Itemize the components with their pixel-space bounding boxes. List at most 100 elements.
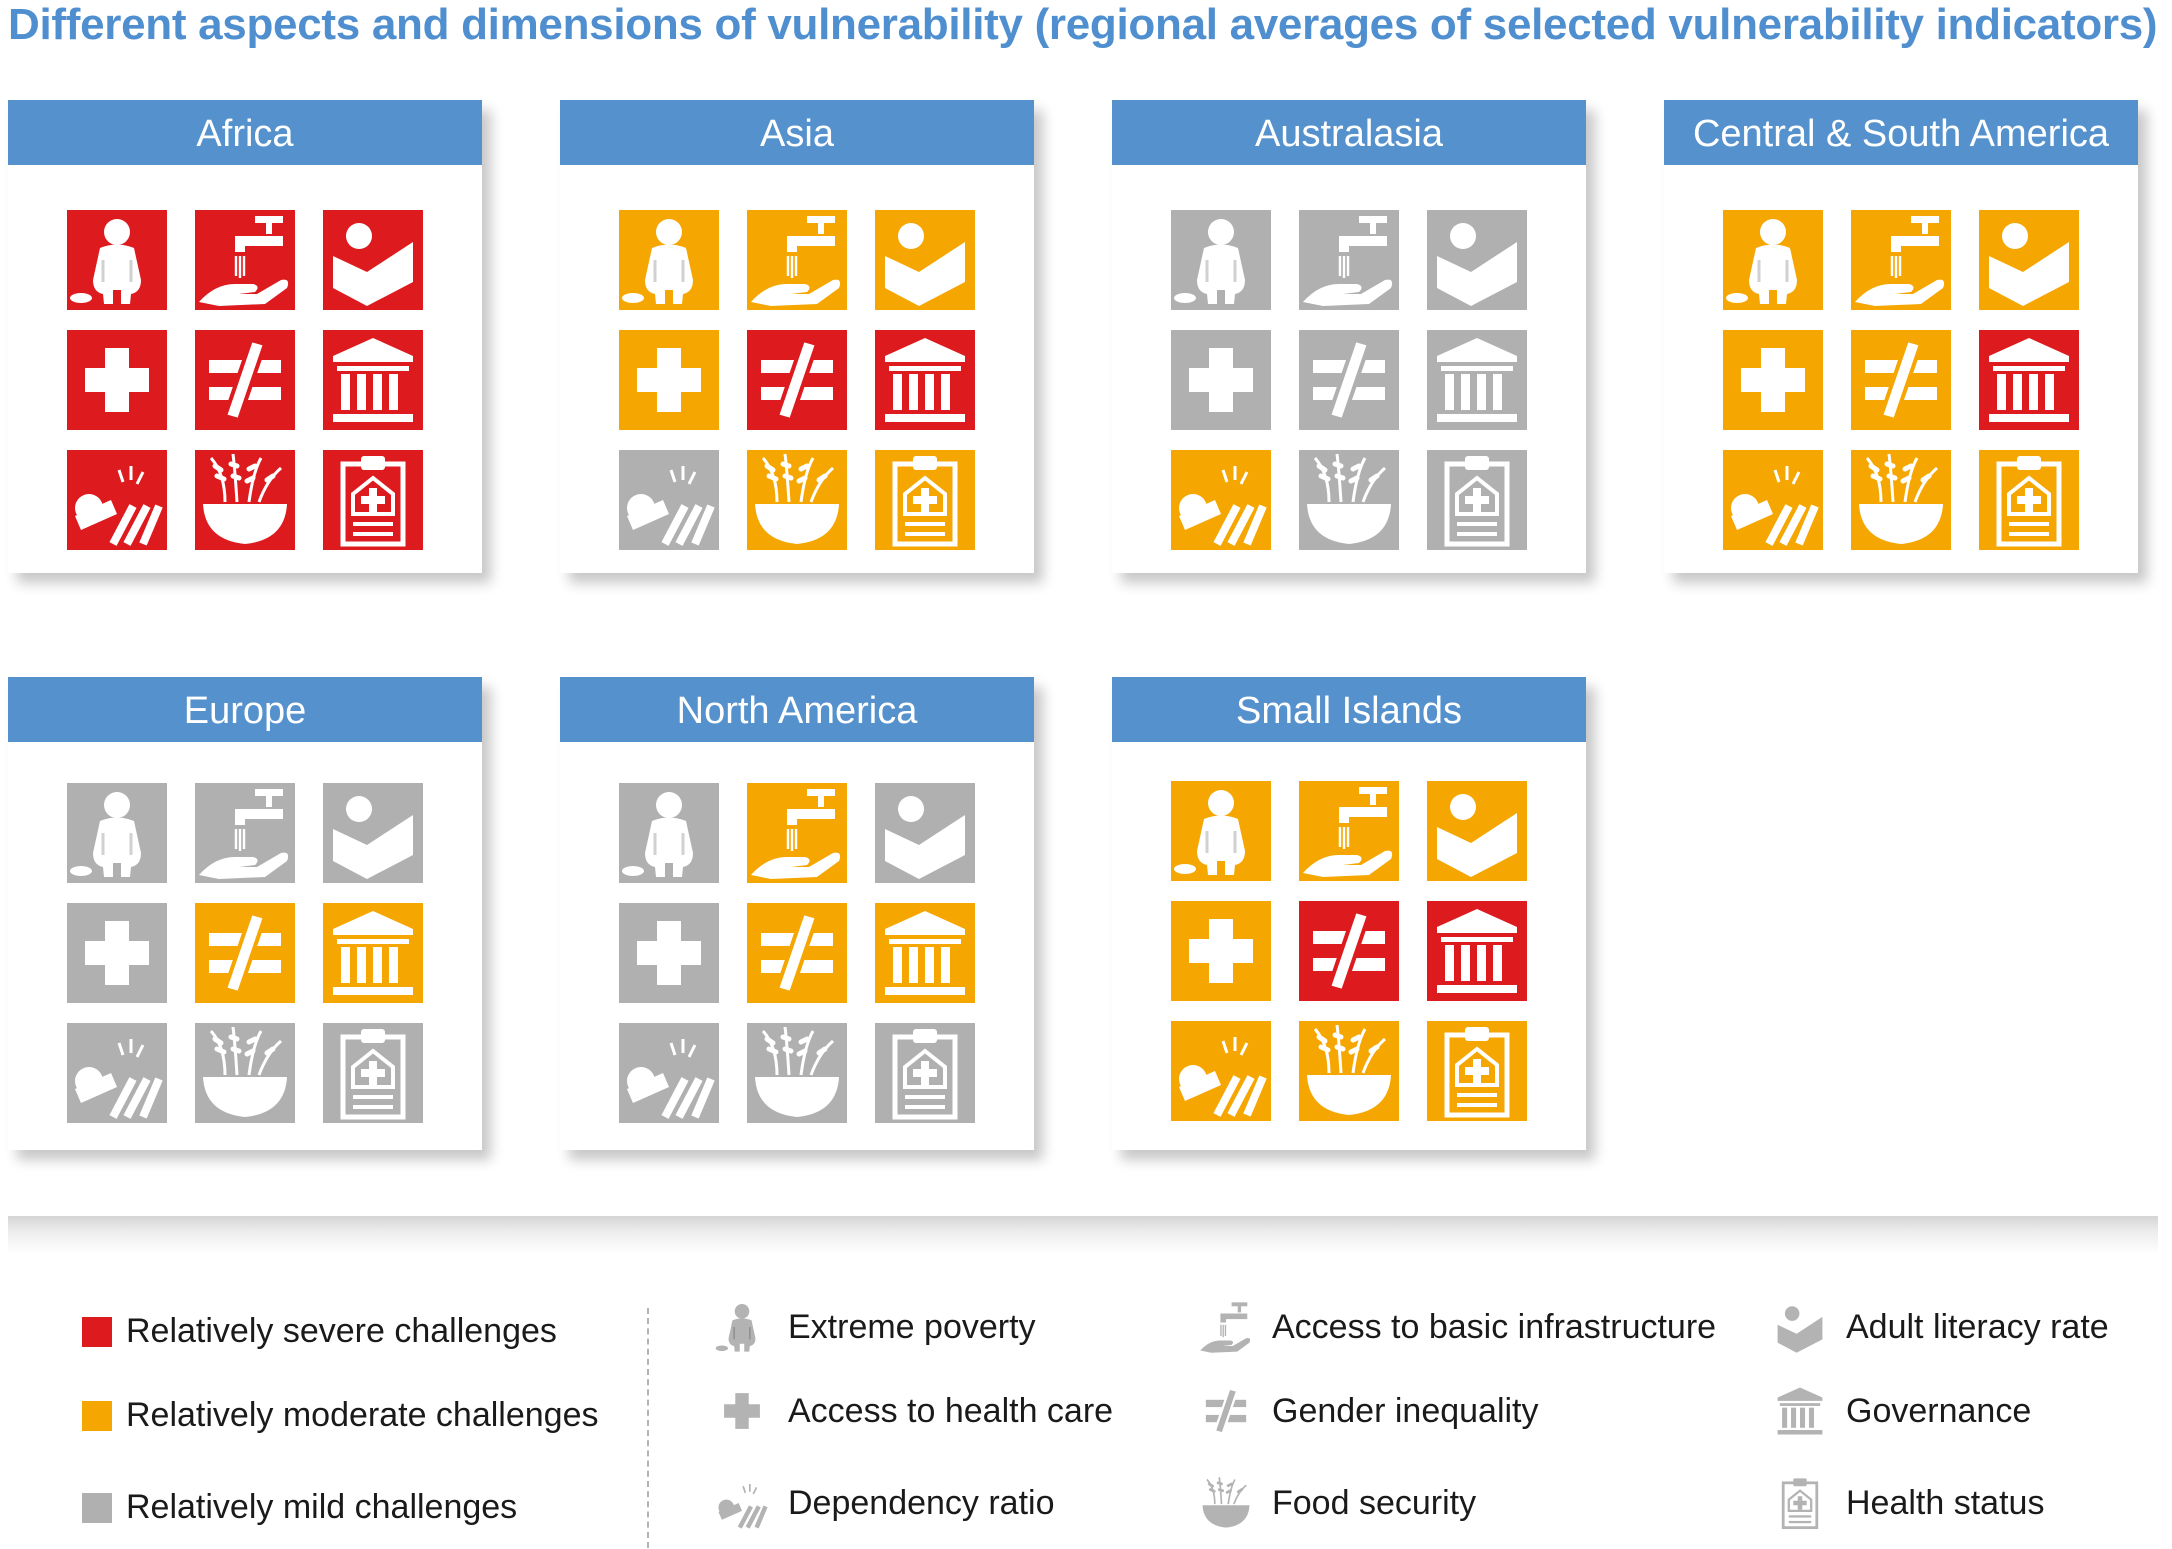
legend-item-health-status: Health status	[1772, 1475, 2044, 1531]
legend-label: Dependency ratio	[788, 1483, 1055, 1522]
legend-literacy-book-icon	[1772, 1299, 1828, 1355]
legend-swatch-mild	[82, 1492, 112, 1523]
indicator-tile-gender-inequality	[1851, 330, 1951, 430]
indicator-tile-basic-infrastructure	[195, 783, 295, 883]
tap-hand-icon	[1303, 787, 1393, 877]
poverty-icon	[70, 219, 141, 304]
indicator-tile-governance	[1979, 330, 2079, 430]
literacy-book-icon	[885, 796, 965, 879]
medical-cross-icon	[1189, 919, 1253, 983]
legend-poverty-icon	[714, 1299, 770, 1355]
legend-item-extreme-poverty: Extreme poverty	[714, 1299, 1036, 1355]
region-panel-australasia: Australasia	[1112, 100, 1586, 573]
dependency-icon	[1179, 1037, 1267, 1117]
medical-cross-icon	[1189, 348, 1253, 412]
indicator-tile-food-security	[747, 1023, 847, 1123]
indicator-tile-governance	[323, 903, 423, 1003]
indicator-tile-basic-infrastructure	[747, 210, 847, 310]
poverty-icon	[1174, 790, 1245, 875]
indicator-tile-governance	[1427, 901, 1527, 1001]
indicator-tile-extreme-poverty	[1171, 210, 1271, 310]
legend-grain-bowl-icon	[1198, 1475, 1254, 1531]
clipboard-health-icon	[1781, 1478, 1819, 1530]
indicator-tile-dependency-ratio	[1171, 1021, 1271, 1121]
indicator-tile-dependency-ratio	[1723, 450, 1823, 550]
region-header: Asia	[560, 100, 1034, 165]
government-building-icon	[1437, 338, 1517, 422]
legend-label: Health status	[1846, 1483, 2045, 1522]
clipboard-health-icon	[340, 456, 406, 547]
legend-separator	[647, 1308, 649, 1548]
literacy-book-icon	[885, 223, 965, 306]
figure-title: Different aspects and dimensions of vuln…	[8, 0, 2158, 49]
indicator-tile-food-security	[1299, 450, 1399, 550]
tap-hand-icon	[751, 216, 841, 306]
legend-label: Extreme poverty	[788, 1307, 1036, 1346]
indicator-tile-extreme-poverty	[619, 210, 719, 310]
indicator-tile-health-status	[1979, 450, 2079, 550]
indicator-tile-health-care	[67, 330, 167, 430]
indicator-tile-gender-inequality	[747, 903, 847, 1003]
legend-item-governance: Governance	[1772, 1383, 2031, 1439]
medical-cross-icon	[85, 348, 149, 412]
indicator-tile-extreme-poverty	[67, 210, 167, 310]
clipboard-health-icon	[340, 1029, 406, 1120]
grain-bowl-icon	[203, 453, 287, 544]
dependency-icon	[627, 1039, 715, 1119]
government-building-icon	[333, 338, 413, 422]
clipboard-health-icon	[1444, 1027, 1510, 1118]
legend-clipboard-health-icon	[1772, 1475, 1828, 1531]
indicator-grid	[1171, 210, 1527, 550]
clipboard-health-icon	[892, 456, 958, 547]
grain-bowl-icon	[203, 1026, 287, 1117]
dependency-icon	[75, 1039, 163, 1119]
indicator-tile-basic-infrastructure	[1299, 781, 1399, 881]
indicator-tile-gender-inequality	[195, 330, 295, 430]
government-building-icon	[1777, 1387, 1823, 1435]
legend-not-equal-icon	[1198, 1383, 1254, 1439]
medical-cross-icon	[637, 921, 701, 985]
tap-hand-icon	[1303, 216, 1393, 306]
grain-bowl-icon	[755, 453, 839, 544]
not-equal-icon	[1313, 908, 1385, 994]
tap-hand-icon	[751, 789, 841, 879]
dependency-icon	[1731, 466, 1819, 546]
legend-label: Relatively severe challenges	[126, 1312, 557, 1350]
medical-cross-icon	[85, 921, 149, 985]
not-equal-icon	[209, 910, 281, 996]
region-header: North America	[560, 677, 1034, 742]
legend-government-building-icon	[1772, 1383, 1828, 1439]
region-header: Africa	[8, 100, 482, 165]
indicator-tile-health-care	[1171, 330, 1271, 430]
indicator-tile-health-status	[875, 450, 975, 550]
legend-label: Food security	[1272, 1483, 1477, 1522]
indicator-tile-basic-infrastructure	[195, 210, 295, 310]
indicator-grid	[1171, 781, 1527, 1121]
legend-item-severe: Relatively severe challenges	[82, 1312, 557, 1351]
region-header: Small Islands	[1112, 677, 1586, 742]
indicator-tile-health-status	[323, 450, 423, 550]
indicator-grid	[619, 783, 975, 1123]
not-equal-icon	[761, 337, 833, 423]
indicator-grid	[67, 783, 423, 1123]
indicator-tile-adult-literacy	[1427, 781, 1527, 881]
indicator-tile-dependency-ratio	[1171, 450, 1271, 550]
indicator-tile-health-care	[619, 903, 719, 1003]
dependency-icon	[75, 466, 163, 546]
clipboard-health-icon	[892, 1029, 958, 1120]
indicator-tile-extreme-poverty	[1723, 210, 1823, 310]
region-header: Australasia	[1112, 100, 1586, 165]
tap-hand-icon	[199, 789, 289, 879]
indicator-tile-adult-literacy	[323, 783, 423, 883]
indicator-tile-dependency-ratio	[619, 1023, 719, 1123]
legend-label: Access to basic infrastructure	[1272, 1307, 1717, 1346]
legend-item-basic-infrastructure: Access to basic infrastructure	[1198, 1299, 1716, 1355]
tap-hand-icon	[1200, 1302, 1251, 1353]
legend-dependency-icon	[714, 1475, 770, 1531]
indicator-tile-food-security	[747, 450, 847, 550]
not-equal-icon	[1865, 337, 1937, 423]
indicator-tile-health-status	[1427, 450, 1527, 550]
indicator-tile-adult-literacy	[323, 210, 423, 310]
indicator-tile-health-status	[1427, 1021, 1527, 1121]
indicator-tile-food-security	[195, 450, 295, 550]
